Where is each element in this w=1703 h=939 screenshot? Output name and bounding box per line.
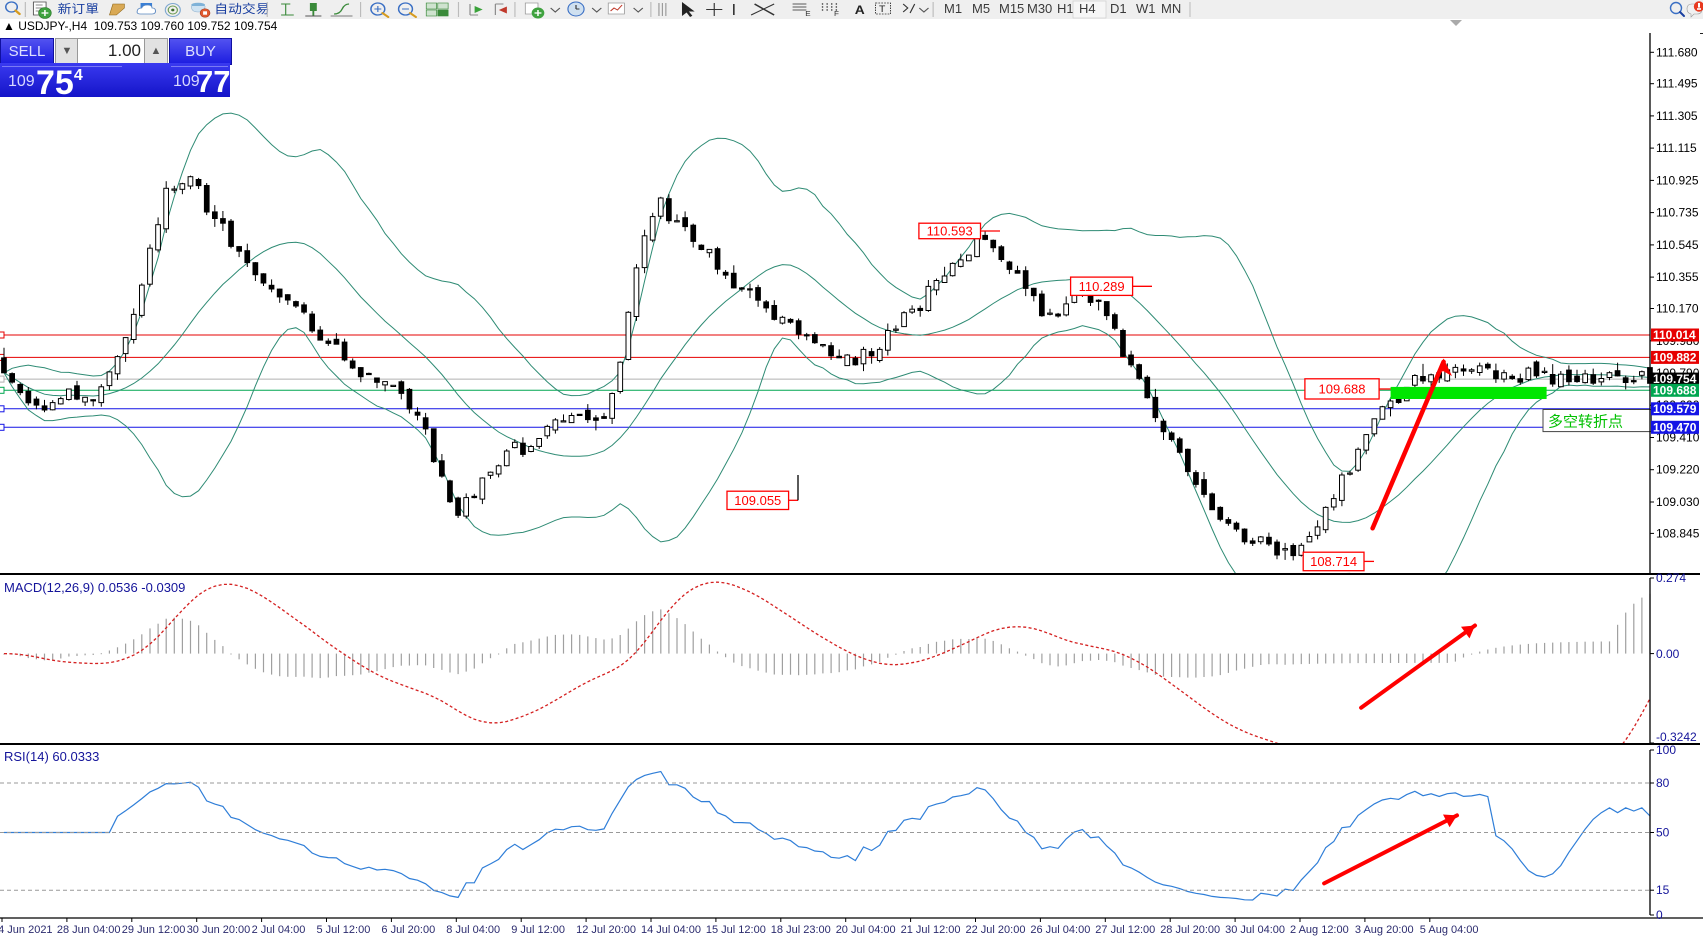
svg-text:80: 80 (1656, 776, 1670, 790)
svg-text:110.289: 110.289 (1079, 279, 1125, 294)
svg-text:3 Aug 20:00: 3 Aug 20:00 (1355, 924, 1414, 936)
svg-text:0.00: 0.00 (1656, 647, 1680, 661)
svg-text:30 Jun 20:00: 30 Jun 20:00 (187, 924, 251, 936)
svg-text:108.714: 108.714 (1310, 554, 1357, 569)
svg-text:100: 100 (1656, 743, 1676, 757)
svg-text:18 Jul 23:00: 18 Jul 23:00 (771, 924, 831, 936)
svg-text:109.882: 109.882 (1653, 350, 1697, 364)
svg-text:MACD(12,26,9) 0.0536 -0.0309: MACD(12,26,9) 0.0536 -0.0309 (4, 580, 185, 595)
svg-text:29 Jun 12:00: 29 Jun 12:00 (122, 924, 186, 936)
svg-text:111.305: 111.305 (1656, 109, 1698, 123)
svg-text:28 Jul 20:00: 28 Jul 20:00 (1160, 924, 1220, 936)
svg-text:50: 50 (1656, 826, 1670, 840)
svg-text:109.055: 109.055 (734, 493, 781, 508)
svg-text:110.170: 110.170 (1656, 302, 1699, 316)
svg-text:15: 15 (1656, 883, 1670, 897)
svg-text:26 Jul 04:00: 26 Jul 04:00 (1030, 924, 1090, 936)
svg-text:21 Jul 12:00: 21 Jul 12:00 (901, 924, 961, 936)
svg-text:0: 0 (1656, 908, 1663, 922)
svg-text:9 Jul 12:00: 9 Jul 12:00 (511, 924, 565, 936)
svg-text:110.014: 110.014 (1653, 328, 1696, 342)
svg-text:109.579: 109.579 (1653, 402, 1697, 416)
svg-text:14 Jul 04:00: 14 Jul 04:00 (641, 924, 701, 936)
svg-text:109.688: 109.688 (1653, 383, 1697, 397)
svg-text:30 Jul 04:00: 30 Jul 04:00 (1225, 924, 1285, 936)
svg-text:2 Aug 12:00: 2 Aug 12:00 (1290, 924, 1349, 936)
svg-text:-0.3242: -0.3242 (1656, 730, 1697, 744)
svg-text:108.845: 108.845 (1656, 526, 1700, 540)
svg-text:2 Jul 04:00: 2 Jul 04:00 (252, 924, 306, 936)
svg-text:28 Jun 04:00: 28 Jun 04:00 (57, 924, 121, 936)
svg-text:109.688: 109.688 (1319, 381, 1366, 396)
svg-text:24 Jun 2021: 24 Jun 2021 (0, 924, 53, 936)
svg-text:6 Jul 20:00: 6 Jul 20:00 (381, 924, 435, 936)
svg-text:110.593: 110.593 (927, 223, 973, 238)
svg-text:5 Aug 04:00: 5 Aug 04:00 (1420, 924, 1479, 936)
svg-text:110.545: 110.545 (1656, 238, 1699, 252)
svg-text:110.355: 110.355 (1656, 270, 1699, 284)
svg-text:0.274: 0.274 (1656, 571, 1686, 585)
svg-text:110.735: 110.735 (1656, 206, 1699, 220)
svg-text:8 Jul 04:00: 8 Jul 04:00 (446, 924, 500, 936)
svg-text:27 Jul 12:00: 27 Jul 12:00 (1095, 924, 1155, 936)
svg-text:15 Jul 12:00: 15 Jul 12:00 (706, 924, 766, 936)
svg-text:111.115: 111.115 (1656, 141, 1697, 155)
svg-text:111.680: 111.680 (1656, 45, 1698, 59)
svg-text:109.470: 109.470 (1653, 420, 1697, 434)
svg-text:110.925: 110.925 (1656, 173, 1699, 187)
svg-text:5 Jul 12:00: 5 Jul 12:00 (317, 924, 371, 936)
svg-text:20 Jul 04:00: 20 Jul 04:00 (836, 924, 896, 936)
svg-text:12 Jul 20:00: 12 Jul 20:00 (576, 924, 636, 936)
svg-text:109.030: 109.030 (1656, 495, 1700, 509)
svg-text:111.495: 111.495 (1656, 77, 1698, 91)
svg-text:多空转折点: 多空转折点 (1548, 414, 1623, 431)
svg-text:22 Jul 20:00: 22 Jul 20:00 (966, 924, 1026, 936)
svg-text:109.220: 109.220 (1656, 463, 1700, 477)
svg-text:RSI(14) 60.0333: RSI(14) 60.0333 (4, 749, 99, 764)
